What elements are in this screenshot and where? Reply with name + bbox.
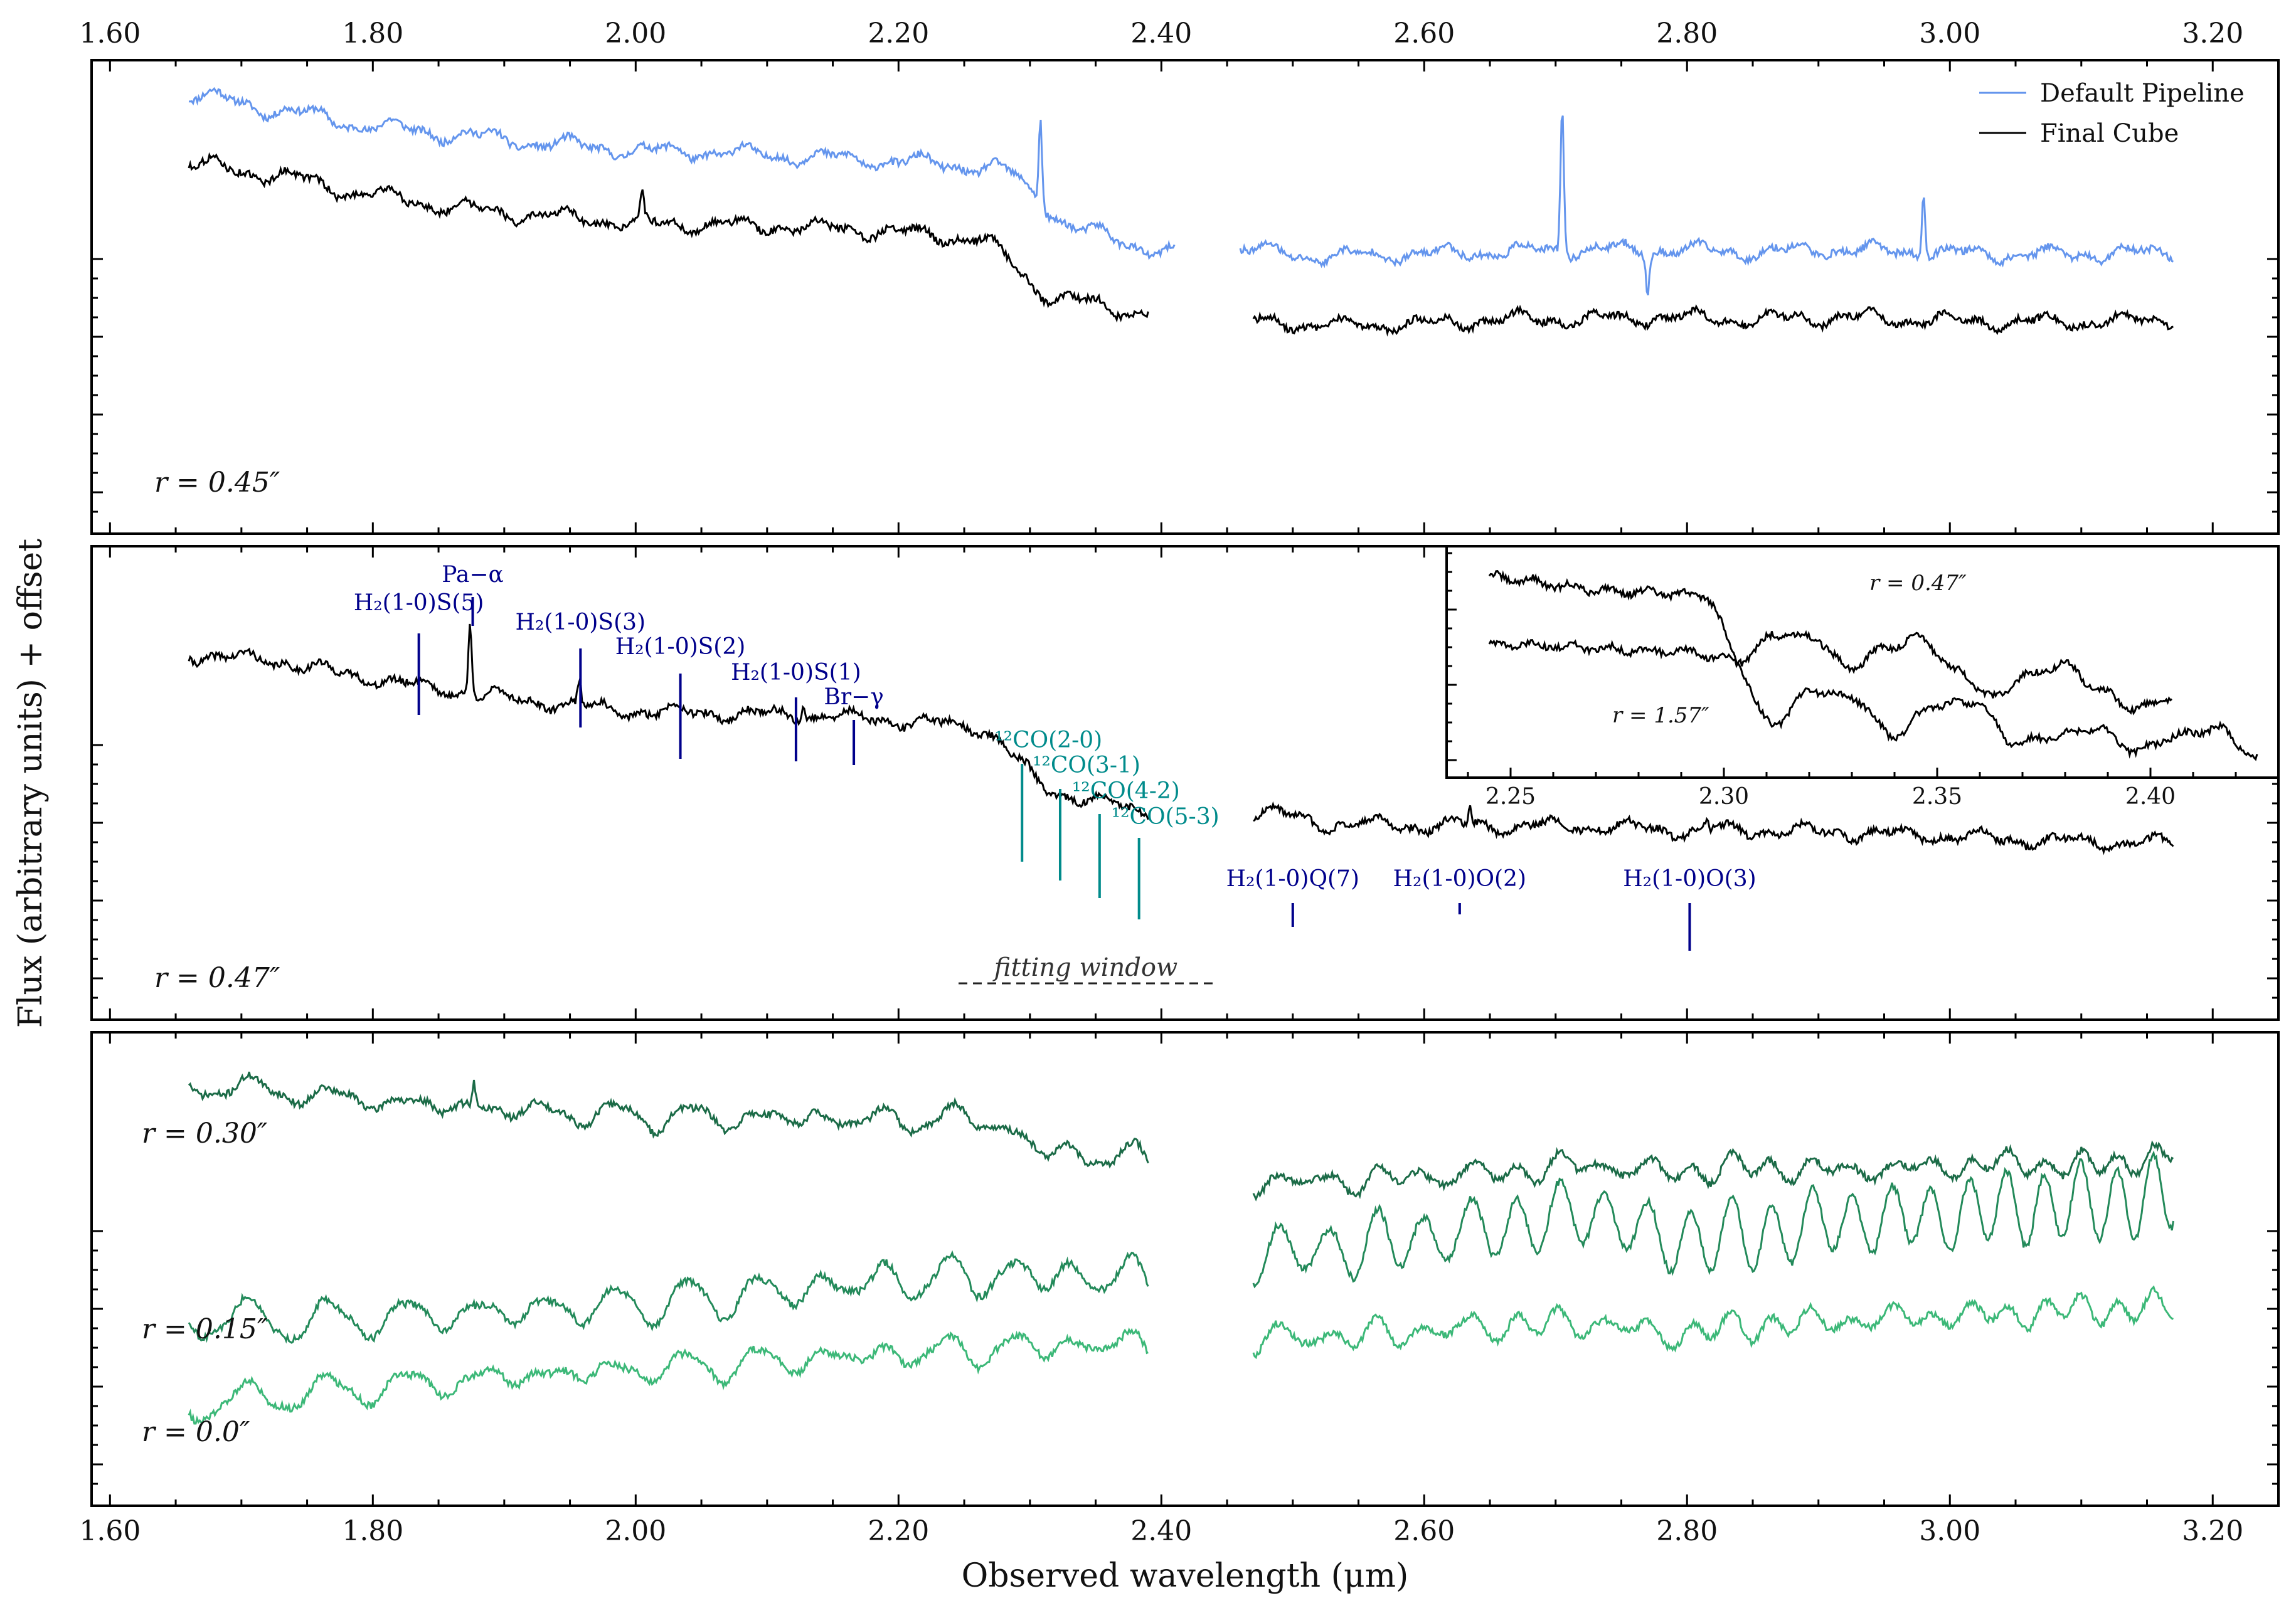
series-line-r-0-0-	[188, 1327, 1149, 1425]
series-line-r-0-0-	[1252, 1285, 2174, 1360]
x-tick-label-top: 2.40	[1130, 18, 1192, 50]
inset-x-tick-label: 2.30	[1699, 784, 1749, 810]
inset-x-tick-label: 2.25	[1485, 784, 1536, 810]
inset-r157-label: r = 1.57″	[1612, 703, 1709, 728]
line-label: H₂(1-0)S(5)	[354, 590, 484, 616]
series-line-r-0-15-	[1252, 1150, 2174, 1289]
series-line-r-0-30-	[1252, 1140, 2174, 1202]
series-line-r-0-30-	[188, 1071, 1149, 1169]
inset-x-tick-label: 2.35	[1912, 784, 1962, 810]
line-label: ¹²CO(3-1)	[1033, 753, 1140, 778]
line-label: ¹²CO(4-2)	[1072, 778, 1180, 804]
inset-series-line	[1488, 570, 2172, 716]
legend: Default Pipeline Final Cube	[1979, 79, 2245, 148]
line-label: ¹²CO(2-0)	[994, 727, 1102, 753]
inset-x-tick-label: 2.40	[2125, 784, 2176, 810]
series-line-final-cube	[188, 623, 1149, 820]
middle-r-label: r = 0.47″	[154, 962, 280, 994]
inset-frame	[1445, 545, 2280, 779]
line-label: H₂(1-0)O(2)	[1393, 866, 1526, 892]
x-tick-label-bottom: 2.60	[1393, 1515, 1455, 1547]
x-axis-title: Observed wavelength (μm)	[962, 1557, 1409, 1595]
x-tick-label-bottom: 3.00	[1919, 1515, 1980, 1547]
series-line-default-pipeline	[1239, 115, 2174, 296]
x-tick-label-top: 2.80	[1656, 18, 1718, 50]
y-axis-title: Flux (arbitrary units) + offset	[12, 539, 50, 1028]
x-tick-label-top: 3.20	[2182, 18, 2243, 50]
bottom-r015-label: r = 0.15″	[142, 1313, 268, 1345]
x-tick-label-top: 1.60	[79, 18, 141, 50]
line-label: H₂(1-0)S(2)	[615, 634, 746, 660]
x-tick-label-bottom: 2.40	[1130, 1515, 1192, 1547]
x-tick-label-top: 1.80	[342, 18, 403, 50]
series-line-final-cube	[1252, 304, 2174, 337]
inset-series-line	[1488, 638, 2258, 761]
x-tick-label-bottom: 2.00	[605, 1515, 666, 1547]
x-tick-label-bottom: 1.60	[79, 1515, 141, 1547]
series-line-default-pipeline	[188, 87, 1176, 260]
series-line-final-cube	[1253, 801, 2174, 855]
line-label: ¹²CO(5-3)	[1112, 804, 1220, 830]
fitting-window-label: fitting window	[992, 953, 1177, 982]
x-tick-label-bottom: 1.80	[342, 1515, 403, 1547]
x-tick-label-top: 3.00	[1919, 18, 1980, 50]
series-line-final-cube	[188, 152, 1149, 323]
series-line-r-0-15-	[188, 1250, 1149, 1344]
x-tick-label-top: 2.60	[1393, 18, 1455, 50]
x-tick-label-bottom: 2.20	[868, 1515, 929, 1547]
line-label: H₂(1-0)O(3)	[1623, 866, 1756, 892]
legend-default-label: Default Pipeline	[2040, 79, 2245, 108]
bottom-r030-label: r = 0.30″	[142, 1118, 268, 1150]
inset-r047-label: r = 0.47″	[1869, 571, 1967, 596]
x-tick-label-top: 2.20	[868, 18, 929, 50]
line-label: H₂(1-0)Q(7)	[1226, 866, 1359, 892]
line-label: Pa−α	[442, 562, 504, 588]
line-label: H₂(1-0)S(3)	[516, 610, 646, 635]
legend-final-label: Final Cube	[2040, 119, 2179, 148]
bottom-r00-label: r = 0.0″	[142, 1416, 250, 1448]
line-label: H₂(1-0)S(1)	[731, 660, 861, 685]
x-tick-label-top: 2.00	[605, 18, 666, 50]
line-label: Br−γ	[824, 684, 883, 710]
x-tick-label-bottom: 3.20	[2182, 1515, 2243, 1547]
x-tick-label-bottom: 2.80	[1656, 1515, 1718, 1547]
top-r-label: r = 0.45″	[154, 467, 280, 499]
